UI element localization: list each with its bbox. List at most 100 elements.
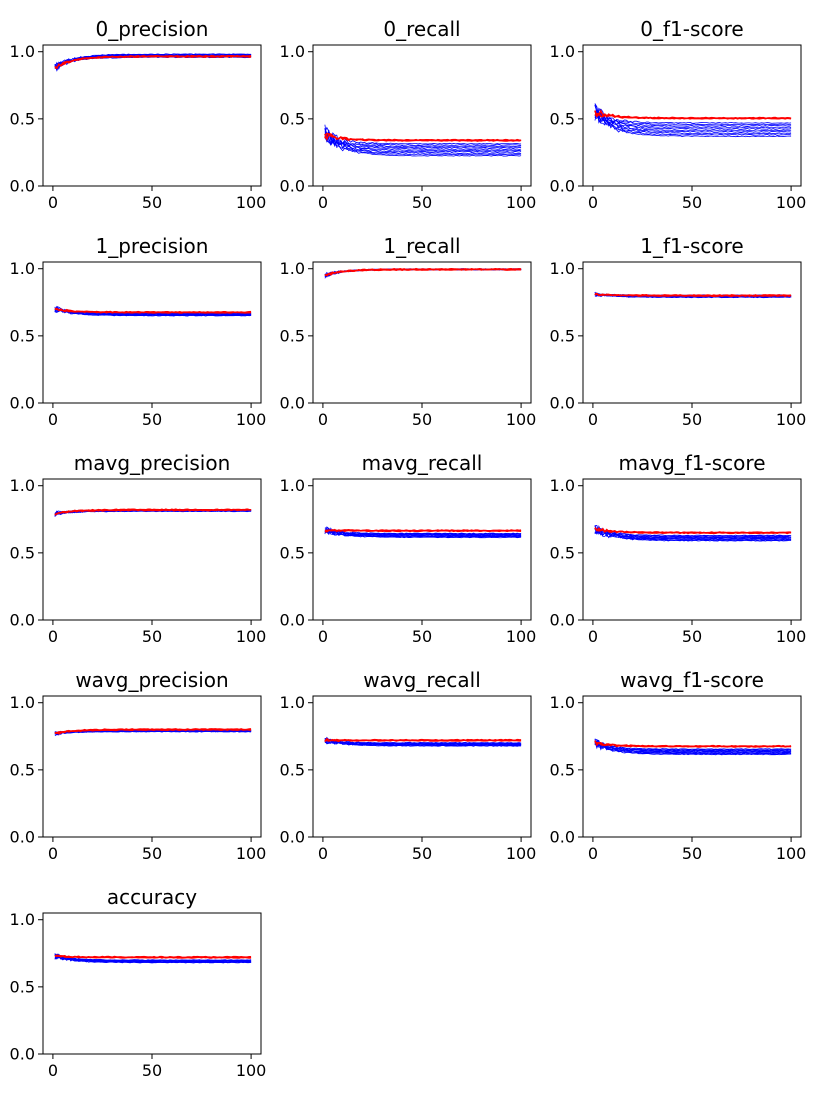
- y-tick-label: 0.0: [10, 828, 35, 847]
- x-tick-label: 100: [776, 410, 807, 429]
- x-tick-label: 50: [142, 844, 162, 863]
- y-tick-label: 0.0: [10, 611, 35, 630]
- run-line: [594, 110, 792, 135]
- run-line: [594, 107, 792, 126]
- run-line: [54, 53, 252, 71]
- subplot-mavg_recall: mavg_recall 0.0 0.5 1.0 0 50 100: [280, 451, 537, 646]
- mean-line: [594, 527, 792, 534]
- x-tick-label: 0: [318, 410, 328, 429]
- mean-line: [324, 738, 522, 742]
- run-line: [324, 130, 522, 153]
- y-tick-label: 1.0: [10, 693, 35, 712]
- run-line: [594, 112, 792, 127]
- x-tick-label: 100: [776, 844, 807, 863]
- mean-line: [54, 954, 252, 959]
- subplot-1_precision: 1_precision 0.0 0.5 1.0 0 50 100: [10, 234, 267, 429]
- x-tick-label: 100: [236, 627, 267, 646]
- run-line: [594, 740, 792, 756]
- y-tick-label: 1.0: [10, 476, 35, 495]
- y-tick-label: 0.0: [550, 394, 575, 413]
- run-line: [594, 104, 792, 129]
- x-tick-label: 50: [682, 844, 702, 863]
- x-tick-label: 50: [412, 193, 432, 212]
- y-tick-label: 0.0: [280, 611, 305, 630]
- mean-line: [54, 508, 252, 516]
- x-tick-label: 100: [236, 844, 267, 863]
- axes-frame: [42, 695, 262, 838]
- x-tick-label: 0: [588, 410, 598, 429]
- x-tick-label: 50: [682, 410, 702, 429]
- y-tick-label: 1.0: [10, 42, 35, 61]
- y-tick-label: 1.0: [550, 42, 575, 61]
- subplot-accuracy: accuracy 0.0 0.5 1.0 0 50 100: [10, 885, 267, 1080]
- axes-frame: [312, 695, 532, 838]
- y-tick-label: 1.0: [10, 910, 35, 929]
- y-tick-label: 0.5: [550, 760, 575, 779]
- y-tick-label: 0.5: [10, 760, 35, 779]
- run-line: [324, 132, 522, 154]
- run-line: [594, 741, 792, 755]
- run-line: [594, 103, 792, 136]
- x-tick-label: 50: [142, 1061, 162, 1080]
- series-group: [324, 267, 522, 279]
- subplot-title: 1_precision: [96, 234, 209, 258]
- run-line: [324, 529, 522, 538]
- y-tick-label: 0.0: [280, 177, 305, 196]
- x-tick-label: 100: [236, 193, 267, 212]
- axes-frame: [42, 261, 262, 404]
- y-tick-label: 0.0: [10, 177, 35, 196]
- x-tick-label: 0: [48, 193, 58, 212]
- axes-frame: [42, 478, 262, 621]
- subplot-1_f1-score: 1_f1-score 0.0 0.5 1.0 0 50 100: [550, 234, 807, 429]
- subplot-mavg_precision: mavg_precision 0.0 0.5 1.0 0 50 100: [10, 451, 267, 646]
- series-group: [54, 53, 252, 72]
- x-tick-label: 50: [142, 410, 162, 429]
- x-tick-label: 100: [506, 844, 537, 863]
- mean-line: [324, 267, 522, 277]
- run-line: [594, 109, 792, 138]
- run-line: [324, 128, 522, 145]
- run-line: [594, 741, 792, 755]
- subplot-0_f1-score: 0_f1-score 0.0 0.5 1.0 0 50 100: [550, 17, 807, 212]
- y-tick-label: 0.5: [550, 326, 575, 345]
- series-group: [54, 508, 252, 517]
- subplot-title: accuracy: [107, 885, 197, 909]
- y-tick-label: 0.5: [10, 326, 35, 345]
- mean-line: [594, 292, 792, 297]
- x-tick-label: 0: [588, 844, 598, 863]
- x-tick-label: 0: [318, 627, 328, 646]
- y-tick-label: 0.5: [10, 109, 35, 128]
- y-tick-label: 0.5: [550, 109, 575, 128]
- subplot-0_precision: 0_precision 0.0 0.5 1.0 0 50 100: [10, 17, 267, 212]
- series-group: [594, 103, 792, 138]
- subplot-wavg_precision: wavg_precision 0.0 0.5 1.0 0 50 100: [10, 668, 267, 863]
- y-tick-label: 0.0: [550, 611, 575, 630]
- mean-line: [54, 728, 252, 735]
- axes-frame: [312, 261, 532, 404]
- y-tick-label: 1.0: [280, 42, 305, 61]
- run-line: [594, 104, 792, 133]
- axes-frame: [582, 695, 802, 838]
- axes-frame: [42, 44, 262, 187]
- subplot-title: 1_f1-score: [640, 234, 743, 258]
- y-tick-label: 0.5: [10, 543, 35, 562]
- y-tick-label: 1.0: [550, 693, 575, 712]
- x-tick-label: 0: [48, 410, 58, 429]
- subplot-title: wavg_recall: [363, 668, 481, 692]
- subplot-0_recall: 0_recall 0.0 0.5 1.0 0 50 100: [280, 17, 537, 212]
- subplot-title: mavg_precision: [74, 451, 231, 475]
- series-group: [594, 525, 792, 542]
- subplot-title: 0_recall: [383, 17, 460, 41]
- y-tick-label: 0.5: [280, 326, 305, 345]
- x-tick-label: 50: [412, 410, 432, 429]
- run-line: [594, 525, 792, 537]
- mean-line: [594, 109, 792, 120]
- run-line: [324, 529, 522, 535]
- x-tick-label: 0: [588, 193, 598, 212]
- run-line: [324, 738, 522, 744]
- series-group: [54, 728, 252, 737]
- series-group: [54, 305, 252, 317]
- series-group: [324, 526, 522, 539]
- axes-frame: [582, 478, 802, 621]
